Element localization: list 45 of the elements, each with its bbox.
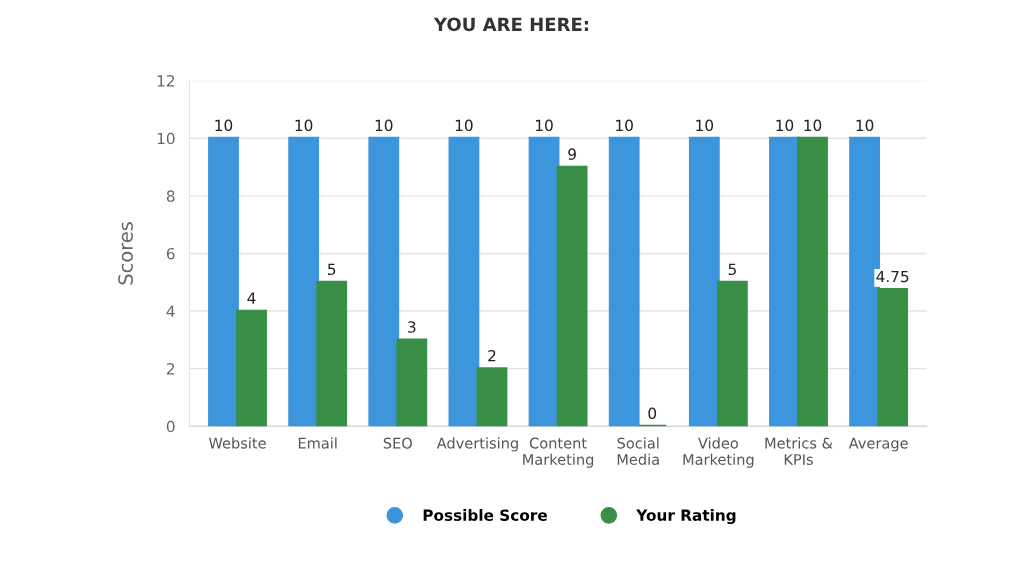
data-label: 5 [728,263,736,276]
y-tick-label: 10 [157,132,175,145]
x-tick-label: Video Marketing [683,437,754,468]
y-tick-label: 12 [157,75,175,87]
data-label: 4 [247,292,256,304]
legend-label: Possible Score [423,509,547,521]
x-tick-label: Content Marketing [523,437,594,468]
y-axis-title: Scores [118,222,133,285]
y-tick-label: 6 [166,247,175,260]
data-label: 10 [295,119,313,132]
data-label: 5 [328,263,336,276]
x-tick-label: Metrics & KPIs [765,437,833,465]
bar [396,338,428,427]
data-label: 10 [804,119,822,132]
x-tick-label: Social Media [617,437,659,465]
bar [316,280,348,427]
data-label: 10 [696,119,714,132]
data-label: 10 [455,119,473,132]
x-tick-label: Average [848,437,908,452]
bar [476,367,508,427]
data-label: 10 [856,119,874,132]
bar [877,288,909,427]
legend-label: Your Rating [636,509,736,525]
x-tick-label: Email [298,437,337,449]
chart-title: YOU ARE HERE: [433,17,589,32]
bar [716,280,748,427]
x-tick-label: SEO [383,437,412,449]
y-tick-label: 8 [166,190,175,202]
data-label: 10 [536,119,553,132]
data-label: 4.75 [876,270,909,283]
x-tick-label: Advertising [436,437,518,452]
data-label: 0 [648,407,657,420]
data-label: 10 [375,119,393,132]
data-label: 10 [616,119,633,132]
x-tick-label: Website [208,437,266,449]
bar [236,309,267,427]
bar [556,165,588,427]
data-label: 2 [488,349,496,362]
data-label: 3 [408,321,416,333]
data-label: 10 [776,119,794,132]
y-tick-label: 2 [166,363,175,375]
data-label: 9 [568,148,576,160]
y-tick-label: 4 [166,305,175,317]
y-tick-label: 0 [166,420,175,433]
data-label: 10 [215,119,233,132]
